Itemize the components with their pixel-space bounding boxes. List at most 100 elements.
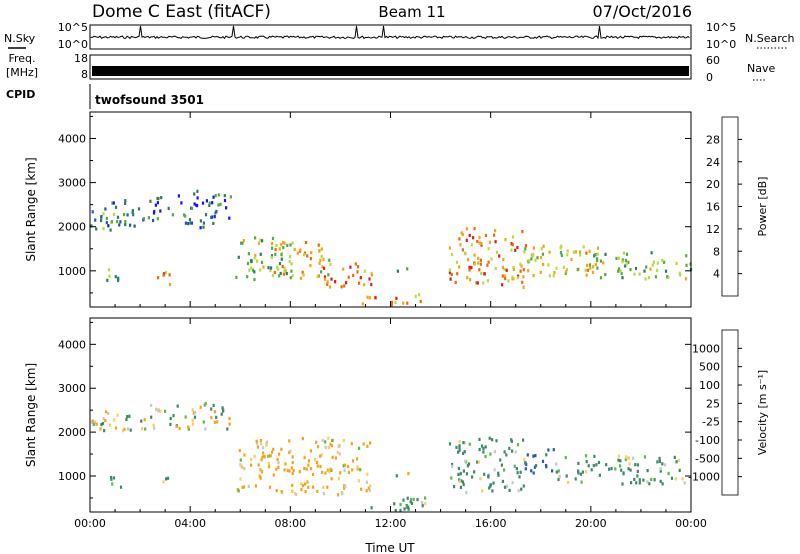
power-cell — [114, 205, 118, 209]
nsky-trace — [90, 25, 690, 40]
velocity-cell — [275, 489, 278, 493]
velocity-cell — [416, 498, 419, 502]
power-cell — [363, 283, 366, 287]
power-cell — [459, 243, 462, 247]
power-cell — [664, 269, 668, 273]
velocity-cell — [580, 480, 583, 484]
power-cell — [366, 295, 369, 299]
velocity-cell — [514, 450, 517, 454]
power-cell — [570, 257, 573, 262]
velocity-panel: 00:00 04:00 08:00 12:00 16:00 20:00 00:00 1000 2… — [24, 317, 769, 530]
velocity-cell — [300, 482, 303, 486]
power-region-2 — [142, 196, 174, 223]
velocity-cell — [488, 486, 491, 490]
power-cell — [288, 260, 291, 264]
velocity-cell — [406, 496, 409, 500]
velocity-cell — [552, 448, 555, 452]
velocity-cell — [321, 470, 324, 474]
power-y-tick-label: 3000 — [58, 177, 86, 190]
velocity-cell — [451, 462, 454, 467]
power-cell — [94, 218, 97, 222]
velocity-colorbar-tick-label: 500 — [699, 361, 720, 374]
velocity-cell — [462, 451, 465, 455]
power-cell — [102, 227, 105, 231]
velocity-cell — [522, 484, 525, 488]
velocity-y-tick-label: 4000 — [58, 338, 86, 351]
power-cell — [260, 260, 264, 265]
power-cell — [293, 247, 296, 251]
velocity-cell — [480, 444, 484, 448]
power-cell — [531, 254, 534, 258]
velocity-cell — [511, 481, 514, 485]
velocity-cell — [103, 429, 106, 433]
power-cell — [270, 254, 274, 258]
velocity-cell — [399, 508, 402, 512]
power-cell — [205, 199, 208, 203]
velocity-cell — [104, 410, 108, 414]
velocity-cell — [356, 467, 359, 471]
power-cell — [110, 220, 114, 224]
velocity-cell — [212, 403, 215, 407]
velocity-cell — [471, 475, 474, 479]
velocity-cell — [530, 469, 533, 473]
power-cell — [532, 274, 535, 278]
cpid-label: CPID — [6, 88, 35, 101]
velocity-cell — [407, 505, 410, 509]
power-cell — [289, 276, 292, 280]
velocity-cell — [617, 454, 620, 458]
power-cell — [585, 251, 588, 255]
power-cell — [406, 267, 409, 271]
power-cell — [282, 246, 285, 250]
velocity-cell — [491, 489, 494, 493]
power-cell — [199, 219, 202, 223]
power-cell — [617, 269, 620, 273]
velocity-cell — [458, 444, 461, 448]
velocity-cell — [481, 489, 484, 493]
velocity-cell — [301, 484, 305, 488]
velocity-region-4 — [236, 436, 372, 497]
power-cell — [129, 223, 132, 227]
velocity-cell — [405, 505, 408, 509]
power-cell — [579, 253, 582, 257]
power-cell — [317, 243, 320, 247]
velocity-cell — [532, 454, 535, 458]
power-cell — [519, 269, 522, 273]
power-cell — [306, 254, 309, 258]
velocity-cell — [286, 468, 289, 473]
velocity-region-6 — [395, 472, 410, 478]
velocity-cell — [277, 461, 280, 465]
power-cell — [542, 244, 545, 248]
velocity-cell — [288, 439, 291, 443]
power-cell — [486, 263, 489, 267]
velocity-cell — [261, 451, 265, 455]
power-cell — [617, 256, 621, 260]
power-cell — [476, 281, 479, 285]
power-cell — [465, 227, 468, 231]
velocity-cell — [347, 464, 350, 469]
power-cell — [168, 273, 171, 277]
velocity-cell — [294, 491, 297, 496]
velocity-cell — [642, 478, 645, 482]
velocity-x-tick-label: 20:00 — [575, 517, 607, 530]
power-cell — [418, 293, 421, 297]
velocity-cell — [343, 486, 346, 490]
velocity-cell — [658, 456, 661, 460]
velocity-cell — [636, 474, 639, 478]
power-region-1 — [112, 199, 141, 228]
power-cell — [343, 284, 346, 288]
nsearch-label: N.Search — [745, 32, 795, 45]
power-cell — [586, 263, 589, 267]
power-cell — [602, 261, 605, 265]
power-cell — [356, 270, 359, 274]
power-colorbar-tick-label: 4 — [713, 268, 720, 281]
power-cell — [267, 266, 270, 270]
velocity-cell — [342, 439, 345, 443]
velocity-cell — [184, 415, 187, 419]
velocity-cell — [459, 472, 462, 476]
velocity-cell — [590, 468, 593, 472]
power-cell — [621, 258, 624, 262]
velocity-cell — [517, 489, 520, 493]
power-y-tick-label: 4000 — [58, 132, 86, 145]
power-cell — [560, 253, 563, 257]
velocity-cell — [276, 457, 279, 462]
